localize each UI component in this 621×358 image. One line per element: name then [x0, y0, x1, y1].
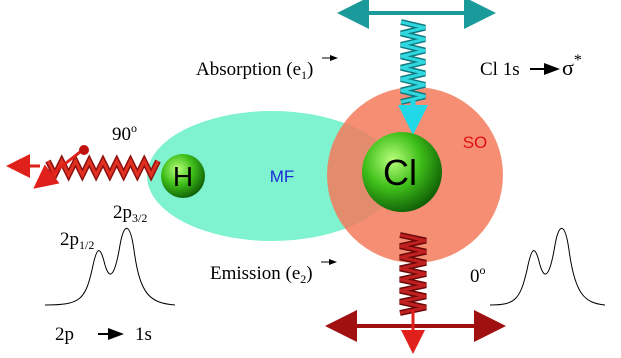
peak-32: 2p3/2 [113, 202, 147, 225]
cl-label: Cl [383, 152, 417, 193]
spectrum-right [490, 228, 605, 305]
emission-label: Emission (e2) [210, 263, 313, 286]
emission-from: 2p [55, 324, 74, 345]
peak-12: 2p1/2 [60, 229, 94, 252]
transition-to: σ* [562, 52, 582, 80]
so-label: SO [463, 133, 488, 152]
absorption-label: Absorption (e1) [196, 59, 313, 82]
h-label: H [173, 161, 193, 192]
diagram: H Cl MF SO Absorption (e1) Cl 1s σ* 90o … [0, 0, 621, 358]
angle-90: 90o [112, 121, 137, 145]
side-dot [79, 145, 89, 155]
mf-label: MF [270, 167, 295, 186]
transition-from: Cl 1s [480, 59, 520, 80]
page: {"absorption": {"label": "Absorption (",… [0, 0, 621, 358]
emission-to: 1s [135, 324, 152, 345]
angle-0: 0o [470, 263, 486, 287]
